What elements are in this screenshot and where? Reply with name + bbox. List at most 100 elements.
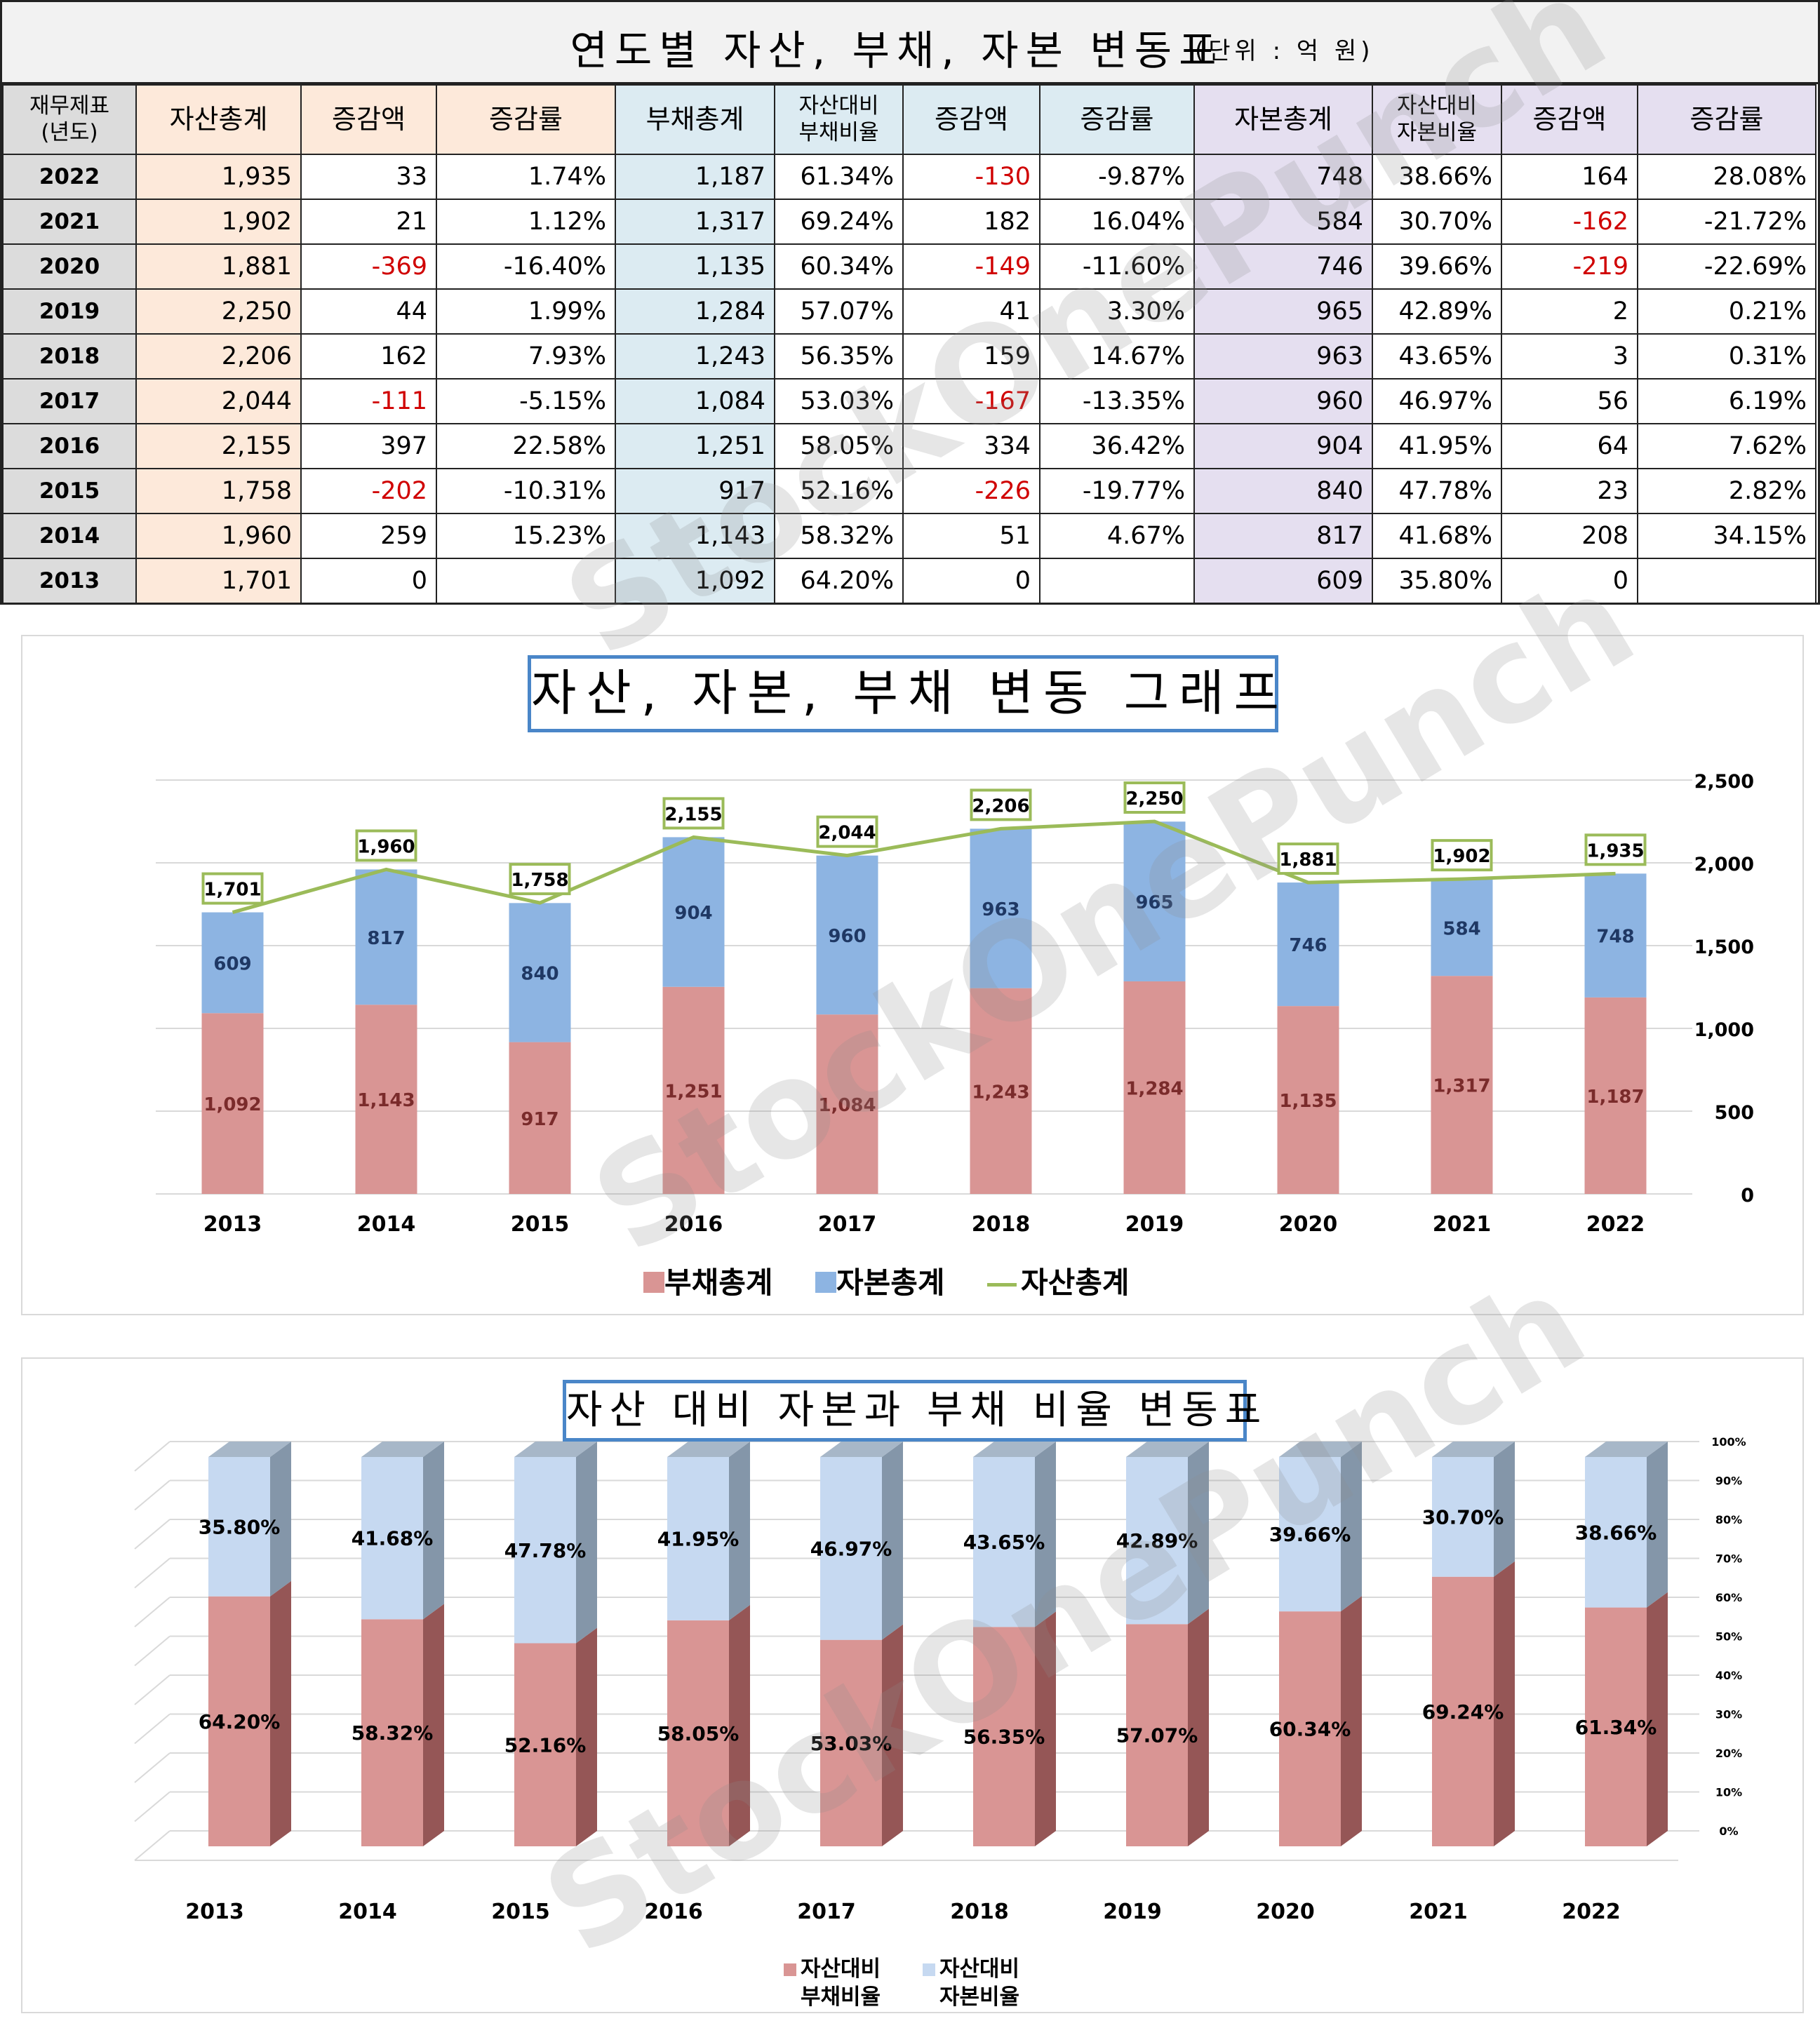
cell-asset: 2,250 xyxy=(135,288,302,335)
table-unit: (단위 : 억 원) xyxy=(1195,37,1374,65)
cell-debt-rate: 36.42% xyxy=(1039,423,1195,469)
percent-bar-chart: 0% 10% 20% 30% 40% 50% 60% 70% 80% 90% 100% 64.20% 3… xyxy=(134,1435,1746,1924)
cell-asset: 2,206 xyxy=(135,333,302,380)
cell-asset-rate: -10.31% xyxy=(436,468,616,514)
header-asset-total: 자산총계 xyxy=(135,84,302,155)
cell-debt-ratio: 52.16% xyxy=(774,468,904,514)
header-equity-rate: 증감률 xyxy=(1637,84,1816,155)
y-tick-label: 500 xyxy=(1715,1102,1754,1124)
table-row: 2021 1,902 21 1.12% 1,317 69.24% 182 16.04% 584 3… xyxy=(2,199,1816,245)
cell-equity-change: 3 xyxy=(1501,333,1638,380)
cell-asset: 1,881 xyxy=(135,243,302,290)
table-title-bar: 연도별 자산, 부채, 자본 변동표 (단위 : 억 원) xyxy=(2,2,1818,84)
cell-debt-change: 51 xyxy=(902,513,1041,559)
debt-ratio-label: 57.07% xyxy=(1116,1724,1198,1747)
equity-data-label: 960 xyxy=(828,926,866,947)
equity-data-label: 904 xyxy=(674,903,712,924)
table-row: 2019 2,250 44 1.99% 1,284 57.07% 41 3.30% 965 42.… xyxy=(2,288,1816,335)
equity-bar xyxy=(662,837,725,987)
x-tick-label: 2020 xyxy=(1256,1900,1315,1924)
equity-data-label: 748 xyxy=(1596,927,1634,948)
debt-data-label: 1,243 xyxy=(972,1082,1029,1103)
debt-data-label: 1,317 xyxy=(1433,1076,1490,1097)
table-row: 2020 1,881 -369 -16.40% 1,135 60.34% -149 -11.6… xyxy=(2,243,1816,290)
x-tick-label: 2017 xyxy=(818,1212,877,1237)
cell-asset-change: 397 xyxy=(300,423,437,469)
debt-bar xyxy=(1277,1006,1339,1194)
x-tick-label: 2013 xyxy=(203,1212,262,1237)
equity-bar xyxy=(1123,821,1186,981)
cell-equity-ratio: 47.78% xyxy=(1372,468,1502,514)
asset-data-label: 1,701 xyxy=(203,880,261,901)
header-equity-ratio: 자산대비 자본비율 xyxy=(1372,84,1502,155)
y-tick-label: 0% xyxy=(1719,1825,1738,1838)
percent-bar-chart-panel: 0% 10% 20% 30% 40% 50% 60% 70% 80% 90% 100% 64.20% 3… xyxy=(21,1357,1804,2013)
table-row: 2014 1,960 259 15.23% 1,143 58.32% 51 4.67% 817 4… xyxy=(2,513,1816,559)
equity-bar xyxy=(1431,879,1493,976)
x-tick-label: 2022 xyxy=(1586,1212,1645,1237)
cell-debt: 1,251 xyxy=(615,423,775,469)
equity-ratio-bar-side xyxy=(1035,1442,1056,1627)
cell-asset-rate: 15.23% xyxy=(436,513,616,559)
equity-bar xyxy=(201,912,264,1014)
cell-debt-rate: 16.04% xyxy=(1039,199,1195,245)
legend-equity-ratio-label: 자산대비 자본비율 xyxy=(939,1956,1020,2010)
equity-ratio-bar-side xyxy=(1494,1442,1515,1577)
asset-data-label: 1,935 xyxy=(1586,840,1644,861)
bar-top xyxy=(1126,1442,1209,1457)
year: 2022 xyxy=(2,154,137,200)
year: 2020 xyxy=(2,243,137,290)
cell-debt: 1,143 xyxy=(615,513,775,559)
legend-debt-swatch xyxy=(643,1272,664,1293)
debt-ratio-bar xyxy=(1432,1576,1494,1846)
debt-bar xyxy=(970,988,1032,1194)
debt-bar xyxy=(1431,976,1493,1194)
cell-asset-change: -202 xyxy=(300,468,437,514)
asset-label-box xyxy=(662,797,725,830)
asset-data-label: 2,250 xyxy=(1125,788,1183,810)
equity-bar xyxy=(1584,873,1647,998)
cell-equity-change: 0 xyxy=(1501,558,1638,604)
debt-bar xyxy=(355,1005,417,1194)
y-tick-label: 50% xyxy=(1715,1630,1742,1644)
cell-debt-ratio: 56.35% xyxy=(774,333,904,380)
cell-equity-ratio: 41.68% xyxy=(1372,513,1502,559)
cell-debt-change: -130 xyxy=(902,154,1041,200)
cell-debt-rate: 3.30% xyxy=(1039,288,1195,335)
debt-ratio-bar xyxy=(361,1619,423,1846)
year: 2016 xyxy=(2,423,137,469)
cell-equity-ratio: 35.80% xyxy=(1372,558,1502,604)
bar-top xyxy=(361,1442,444,1457)
cell-equity: 817 xyxy=(1193,513,1373,559)
header-debt-change: 증감액 xyxy=(902,84,1041,155)
cell-equity-ratio: 41.95% xyxy=(1372,423,1502,469)
bar-top xyxy=(1432,1442,1515,1457)
year: 2013 xyxy=(2,558,137,604)
asset-data-label: 1,881 xyxy=(1279,850,1337,871)
grid-side xyxy=(134,1830,170,1861)
asset-data-label: 2,155 xyxy=(664,804,722,825)
cell-equity: 963 xyxy=(1193,333,1373,380)
equity-ratio-bar-side xyxy=(882,1442,903,1640)
cell-debt-change: 0 xyxy=(902,558,1041,604)
cell-equity-change: 56 xyxy=(1501,378,1638,424)
x-tick-label: 2021 xyxy=(1433,1212,1492,1237)
equity-ratio-label: 46.97% xyxy=(810,1537,892,1560)
bar-top xyxy=(514,1442,597,1457)
cell-debt-ratio: 60.34% xyxy=(774,243,904,290)
chart1-title: 자산, 자본, 부채 변동 그래프 xyxy=(528,655,1279,732)
debt-ratio-label: 60.34% xyxy=(1269,1718,1351,1741)
debt-ratio-bar xyxy=(208,1596,270,1846)
cell-equity-change: 208 xyxy=(1501,513,1638,559)
cell-asset: 1,902 xyxy=(135,199,302,245)
equity-ratio-bar-side xyxy=(576,1442,597,1644)
asset-data-label: 1,960 xyxy=(357,836,415,857)
cell-debt: 1,092 xyxy=(615,558,775,604)
cell-equity-rate: 6.19% xyxy=(1637,378,1816,424)
y-tick-label: 2,000 xyxy=(1694,854,1754,875)
cell-debt-change: -149 xyxy=(902,243,1041,290)
asset-label-box xyxy=(1584,833,1647,866)
equity-data-label: 817 xyxy=(367,928,405,949)
cell-equity-change: 2 xyxy=(1501,288,1638,335)
cell-equity-rate: -21.72% xyxy=(1637,199,1816,245)
